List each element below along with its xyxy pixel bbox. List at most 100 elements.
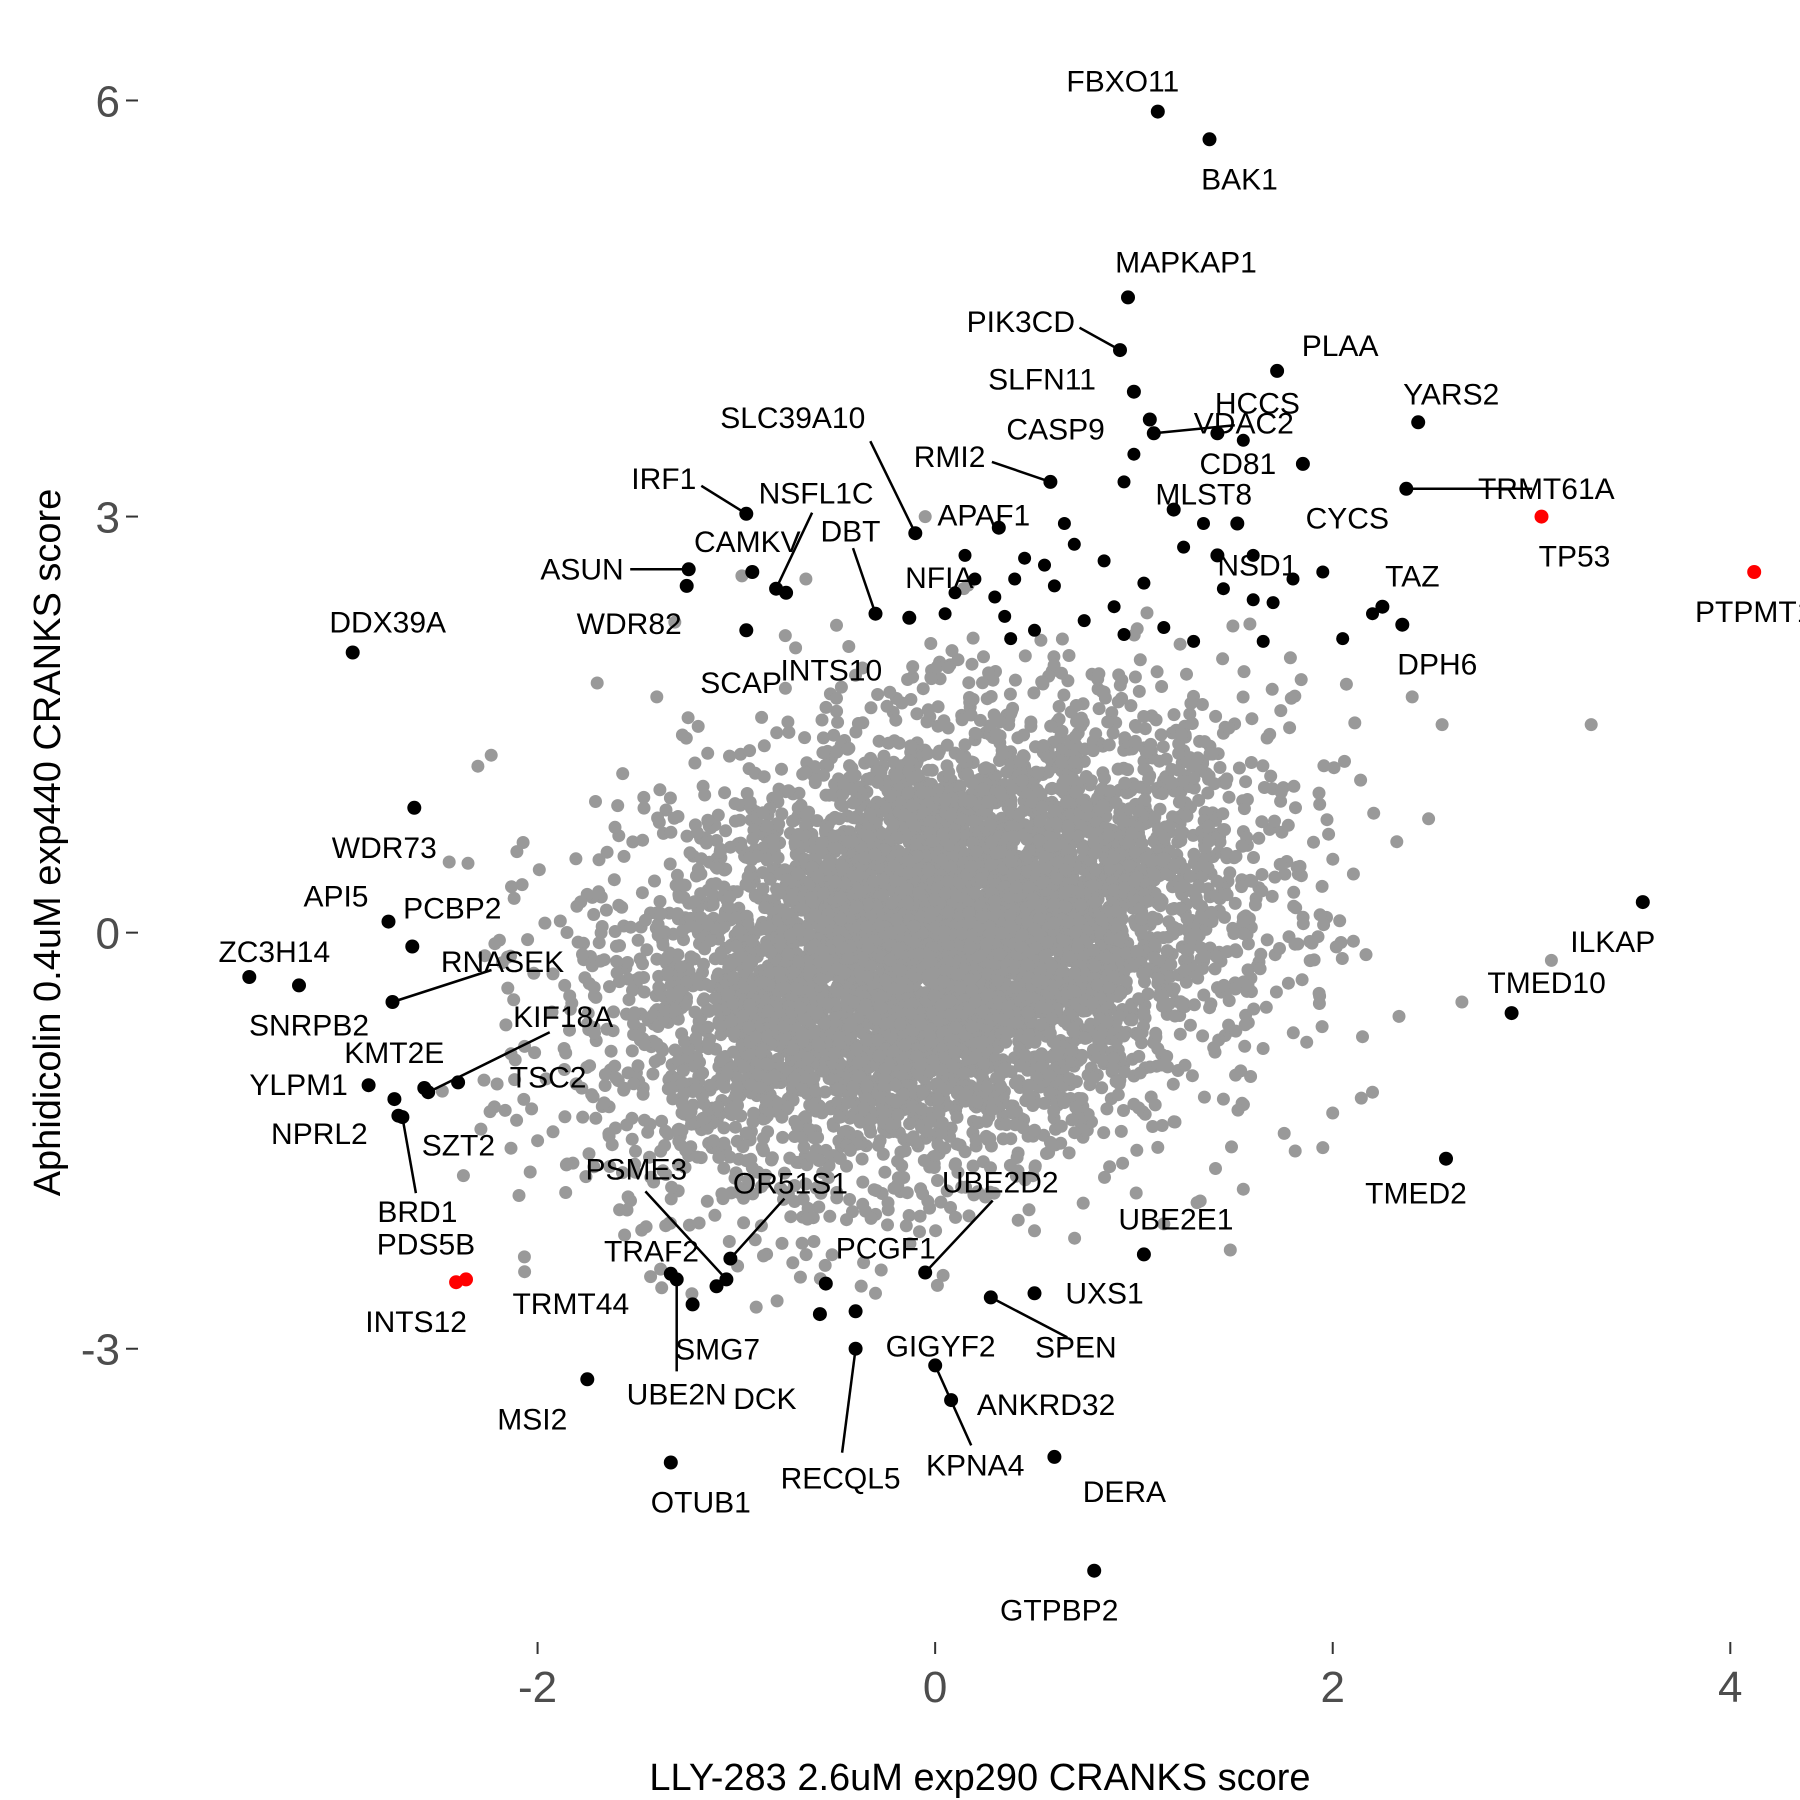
background-point [1338,754,1351,768]
background-point [1157,931,1171,945]
background-point [864,1113,877,1127]
background-point [1055,632,1069,646]
background-point [671,810,685,823]
background-point [830,618,843,632]
background-point [1156,999,1169,1013]
background-point [1155,680,1169,693]
background-point [903,1237,917,1251]
background-point [651,811,665,825]
background-point [515,878,529,892]
background-point [1147,951,1161,964]
background-point [781,715,795,729]
background-point [1327,761,1341,775]
background-point [755,710,769,724]
background-point [1253,962,1267,976]
background-point [996,1132,1010,1146]
background-point [871,688,885,701]
background-point [563,989,577,1003]
background-point [737,1061,751,1075]
background-point [1289,801,1302,815]
background-point [577,936,590,950]
background-point [927,1054,941,1067]
background-point [527,966,541,980]
background-point [823,1209,837,1223]
background-point [588,1026,601,1040]
background-point [816,1166,830,1180]
background-point [1118,731,1132,745]
background-point [775,807,789,821]
background-point [504,1141,518,1155]
background-point [1128,670,1142,684]
background-point [477,1073,491,1087]
background-point [1137,762,1151,776]
background-point [1010,1151,1024,1164]
background-point [1187,998,1201,1012]
background-point [1185,717,1199,730]
background-point [643,1150,656,1164]
background-point [1089,846,1103,860]
background-point [1103,1160,1117,1174]
background-point [656,1164,670,1178]
background-point [1114,1124,1128,1138]
background-point [840,1213,853,1227]
background-point [1348,716,1362,730]
background-point [558,978,572,992]
background-point [827,728,841,742]
background-point [1118,776,1132,790]
background-point [920,715,934,729]
background-point [1180,912,1194,926]
background-point [1168,1009,1182,1023]
background-point [659,803,673,817]
background-point [1220,772,1234,786]
background-point [830,704,844,718]
background-point [697,957,710,971]
background-point [728,1120,742,1134]
background-point [712,1150,726,1164]
background-point [1243,617,1257,631]
background-point [598,1079,612,1092]
background-point [843,1193,857,1206]
background-point [1237,665,1251,679]
background-point [828,810,842,824]
background-point [1317,759,1331,773]
background-point [786,814,799,828]
background-point [1203,747,1217,761]
background-point [692,1216,706,1230]
background-point [685,1287,699,1301]
background-point [1390,835,1404,849]
background-point [1216,807,1230,821]
background-point [881,1196,895,1210]
background-point [904,739,918,753]
background-point [984,1139,998,1153]
background-point [1156,740,1170,754]
background-point [625,1132,639,1146]
background-point [1117,1104,1130,1117]
background-point [821,759,835,773]
background-point [539,1072,553,1086]
background-point [1245,712,1259,726]
background-point [1232,761,1246,775]
background-point [532,863,546,877]
background-point [1329,940,1343,954]
background-point [608,1121,622,1135]
background-point [701,1020,715,1034]
background-point [881,1218,894,1232]
background-point [940,738,954,752]
background-point [701,813,715,827]
background-point [674,960,688,974]
background-point [1288,1144,1302,1158]
background-point [621,956,634,969]
background-point [921,703,935,717]
background-point [1320,813,1334,827]
background-point [1187,771,1201,785]
background-point [1238,1039,1252,1053]
background-point [1150,665,1164,679]
background-point [790,1119,804,1133]
background-point [757,1144,770,1158]
background-point [1024,715,1038,729]
background-point [1132,684,1146,698]
background-point [508,1073,522,1087]
background-point [583,1059,597,1073]
background-point [905,799,919,813]
background-point [1281,818,1295,832]
